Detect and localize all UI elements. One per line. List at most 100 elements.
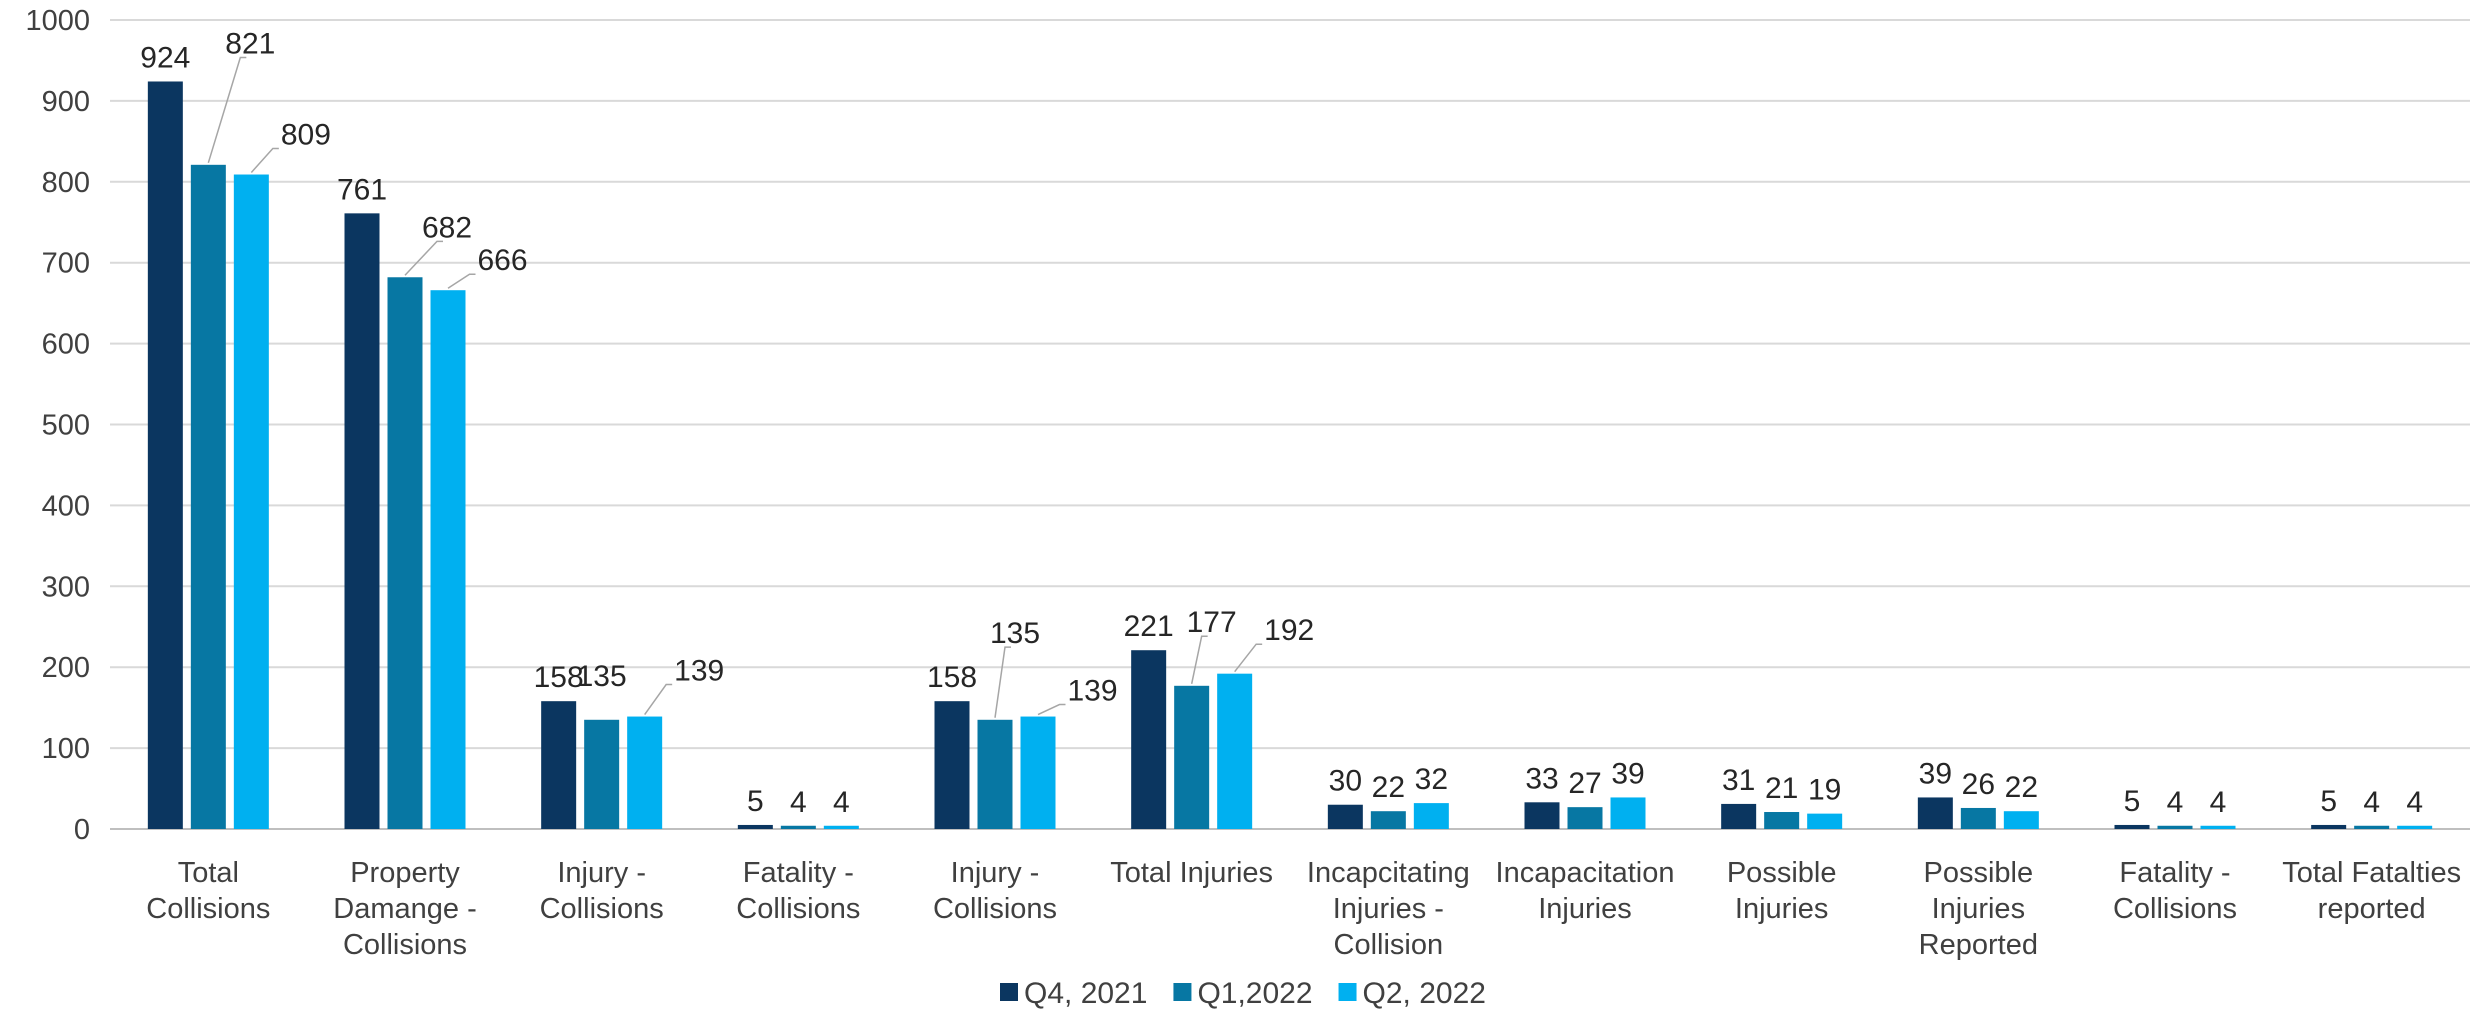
x-category-label: Incapcitating Injuries -Collision <box>1307 857 1470 961</box>
gridlines <box>110 19 2470 830</box>
bar <box>1174 685 1210 829</box>
bar <box>541 701 577 829</box>
data-label: 33 <box>1525 762 1558 795</box>
bar <box>584 719 620 829</box>
data-labels: 924 761 158 5 158 221 30 33 31 39 5 5 821 682 135 4 135 1… <box>140 27 2423 818</box>
x-category-label: Fatality -Collisions <box>736 857 860 925</box>
bar <box>2114 824 2150 829</box>
data-label: 4 <box>790 786 807 819</box>
data-label: 924 <box>140 41 190 74</box>
bars <box>147 81 2433 830</box>
data-label: 761 <box>337 173 387 206</box>
data-label: 135 <box>990 617 1040 650</box>
bar <box>1020 716 1056 829</box>
leader-line <box>250 147 279 174</box>
leader-line <box>447 273 476 289</box>
y-tick-label: 800 <box>42 167 90 199</box>
data-label: 158 <box>927 661 977 694</box>
bar <box>430 290 466 829</box>
bar <box>823 825 859 829</box>
y-tick-label: 700 <box>42 248 90 280</box>
data-label: 22 <box>1372 771 1405 804</box>
data-label: 26 <box>1962 768 1995 801</box>
data-label: 139 <box>1068 675 1118 708</box>
legend-label: Q4, 2021 <box>1024 977 1147 1010</box>
bar <box>387 277 423 830</box>
x-category-label: Total Fatalties reported <box>2282 857 2461 925</box>
x-category-label: Injury -Collisions <box>540 857 664 925</box>
bar <box>1567 807 1603 829</box>
bar <box>1610 797 1646 829</box>
data-label: 809 <box>281 119 331 152</box>
data-label: 4 <box>2210 786 2227 819</box>
data-label: 32 <box>1415 763 1448 796</box>
x-category-label: Injury -Collisions <box>933 857 1057 925</box>
y-tick-label: 400 <box>42 490 90 522</box>
bar <box>737 824 773 829</box>
data-label: 4 <box>2167 786 2184 819</box>
y-tick-label: 0 <box>74 814 90 846</box>
y-tick-label: 900 <box>42 86 90 118</box>
data-label: 30 <box>1329 765 1362 798</box>
bar <box>1960 807 1996 829</box>
bar <box>190 164 226 829</box>
data-label: 4 <box>2363 786 2380 819</box>
data-label: 5 <box>2124 785 2141 818</box>
legend-label: Q1,2022 <box>1197 977 1312 1010</box>
x-category-label: Possible Injuries Reported <box>1919 857 2038 961</box>
bar <box>627 716 663 829</box>
data-label: 177 <box>1187 606 1237 639</box>
x-category-label: Fatality -Collisions <box>2113 857 2237 925</box>
leader-line <box>644 683 673 715</box>
data-label: 135 <box>577 660 627 693</box>
x-category-label: Property Damange -Collisions <box>333 857 476 961</box>
data-label: 139 <box>674 655 724 688</box>
data-label: 5 <box>2320 785 2337 818</box>
x-category-label: Total Injuries <box>1110 857 1273 889</box>
bar <box>1721 803 1757 829</box>
data-label: 39 <box>1919 757 1952 790</box>
data-label: 821 <box>225 27 275 60</box>
bar <box>934 701 970 829</box>
bar <box>1327 804 1363 829</box>
data-label: 5 <box>747 785 764 818</box>
bar <box>2003 811 2039 829</box>
data-label: 158 <box>534 661 584 694</box>
y-tick-label: 1000 <box>25 5 90 37</box>
legend-swatch <box>1000 983 1018 1001</box>
data-label: 682 <box>422 211 472 244</box>
bar <box>1370 811 1406 829</box>
y-tick-label: 300 <box>42 571 90 603</box>
bar <box>2311 824 2347 829</box>
y-axis-ticks: 0 100 200 300 400 500 600 700 800 900 1000 <box>25 5 90 846</box>
bar <box>344 213 380 829</box>
legend: Q4, 2021 Q1,2022 Q2, 2022 <box>1000 977 1486 1010</box>
data-label: 22 <box>2005 771 2038 804</box>
y-tick-label: 500 <box>42 410 90 442</box>
bar <box>1917 797 1953 829</box>
legend-swatch <box>1173 983 1192 1001</box>
data-label: 666 <box>478 244 528 277</box>
data-label: 21 <box>1765 772 1798 805</box>
leader-line <box>404 240 443 276</box>
data-label: 19 <box>1808 774 1841 807</box>
x-category-label: Incapacitation Injuries <box>1496 857 1675 925</box>
data-label: 27 <box>1568 767 1601 800</box>
data-label-leaders <box>207 56 1263 718</box>
bar <box>1764 812 1800 829</box>
data-label: 192 <box>1264 614 1314 647</box>
bar <box>977 719 1013 829</box>
y-tick-label: 200 <box>42 652 90 684</box>
x-axis-categories: Total Collisions Property Damange -Collisio… <box>146 857 2461 961</box>
data-label: 4 <box>833 786 850 819</box>
legend-swatch <box>1338 983 1357 1001</box>
bar <box>233 174 269 830</box>
legend-label: Q2, 2022 <box>1363 977 1486 1010</box>
leader-line <box>1037 703 1066 716</box>
leader-line <box>1190 635 1208 684</box>
bar <box>2354 825 2390 829</box>
leader-line <box>994 646 1011 718</box>
bar <box>2200 825 2236 829</box>
data-label: 221 <box>1124 610 1174 643</box>
